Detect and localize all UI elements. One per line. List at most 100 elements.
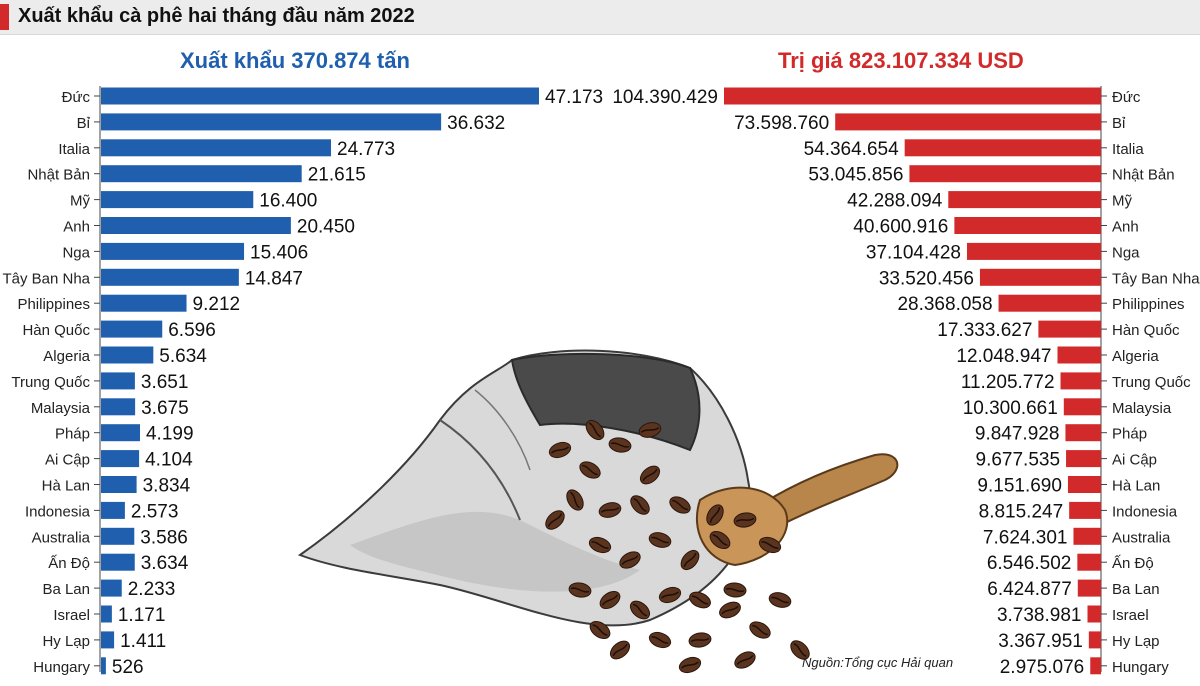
value-category-hy-lap: Hy Lạp	[1112, 633, 1160, 650]
value-category-ba-lan: Ba Lan	[1112, 581, 1160, 598]
coffee-bean	[548, 441, 572, 459]
coffee-bean-crease	[642, 468, 658, 482]
volume-category-indonesia: Indonesia	[25, 503, 91, 520]
coffee-bean-crease	[633, 497, 647, 513]
value-value-algeria: 12.048.947	[956, 346, 1051, 367]
value-bar-han-quoc	[1038, 320, 1101, 338]
value-category-trung-quoc: Trung Quốc	[1112, 374, 1191, 391]
volume-bar-ha-lan	[101, 476, 137, 493]
volume-category-phap: Pháp	[55, 426, 90, 443]
value-category-ai-cap: Ai Cập	[1112, 452, 1157, 469]
coffee-bean-crease	[771, 596, 789, 604]
volume-bar-bi	[101, 113, 442, 131]
volume-value-nhat-ban: 21.615	[308, 165, 366, 186]
coffee-bean	[709, 530, 731, 550]
volume-bar-hungary	[101, 657, 106, 675]
volume-bar-italia	[101, 139, 332, 157]
value-category-duc: Đức	[1112, 89, 1141, 106]
coffee-bean	[568, 582, 592, 598]
coffee-bean	[749, 621, 771, 639]
volume-category-nhat-ban: Nhật Bản	[27, 167, 90, 184]
value-bar-israel	[1087, 605, 1101, 623]
volume-category-an-do: Ấn Độ	[48, 555, 90, 572]
volume-category-duc: Đức	[62, 89, 91, 106]
source-note: Nguồn:Tổng cục Hải quan	[802, 655, 954, 670]
volume-category-italia: Italia	[58, 141, 90, 158]
coffee-bean-crease	[725, 587, 745, 593]
coffee-bean-crease	[735, 517, 755, 523]
volume-value-my: 16.400	[259, 191, 317, 212]
coffee-bean	[669, 496, 691, 514]
value-bar-italia	[904, 139, 1101, 157]
value-category-israel: Israel	[1112, 607, 1149, 624]
value-value-duc: 104.390.429	[612, 87, 718, 108]
value-value-phap: 9.847.928	[975, 424, 1060, 445]
coffee-bean-crease	[582, 464, 598, 476]
coffee-bean	[723, 582, 747, 598]
coffee-bean	[658, 586, 682, 604]
coffee-bean-crease	[793, 642, 807, 658]
volume-bar-anh	[101, 217, 291, 234]
volume-bar-nhat-ban	[101, 165, 302, 183]
value-value-hungary: 2.975.076	[1000, 657, 1085, 678]
volume-category-malaysia: Malaysia	[31, 400, 91, 417]
coffee-bean	[719, 601, 741, 619]
coffee-bean	[648, 631, 672, 649]
value-value-hy-lap: 3.367.951	[998, 631, 1083, 652]
coffee-bean-crease	[712, 534, 728, 546]
value-bars: 104.390.429 Đức 73.598.760 Bỉ 54.364.654 Ital…	[612, 86, 1200, 678]
volume-value-ai-cap: 4.104	[145, 450, 193, 471]
value-bar-indonesia	[1069, 501, 1101, 519]
volume-value-australia: 3.586	[140, 527, 188, 548]
title-bar: Xuất khẩu cà phê hai tháng đầu năm 2022	[0, 0, 1200, 35]
value-bar-nhat-ban	[909, 165, 1101, 183]
value-category-tay-ban-nha: Tây Ban Nha	[1112, 270, 1200, 287]
volume-category-ai-cap: Ai Cập	[45, 452, 90, 469]
value-category-italia: Italia	[1112, 141, 1144, 158]
volume-category-ha-lan: Hà Lan	[42, 478, 90, 495]
value-bar-hungary	[1090, 657, 1101, 675]
coffee-bean-crease	[601, 594, 619, 606]
title-accent-bar	[0, 4, 9, 30]
coffee-bean	[629, 600, 651, 620]
coffee-bean-crease	[547, 513, 563, 527]
volume-category-australia: Australia	[32, 529, 91, 546]
coffee-bean-crease	[570, 587, 590, 593]
coffee-bean-crease	[588, 422, 602, 438]
coffee-beans	[545, 419, 810, 674]
coffee-bean-crease	[761, 541, 779, 549]
value-value-italia: 54.364.654	[804, 139, 900, 160]
value-bar-bi	[835, 113, 1101, 131]
volume-bar-ai-cap	[101, 450, 140, 468]
scoop-handle	[758, 453, 899, 530]
value-bar-ba-lan	[1077, 579, 1101, 597]
volume-value-ba-lan: 2.233	[128, 579, 176, 600]
coffee-bean-crease	[592, 624, 608, 636]
value-category-an-do: Ấn Độ	[1112, 555, 1154, 572]
value-value-ha-lan: 9.151.690	[977, 476, 1062, 497]
value-value-indonesia: 8.815.247	[979, 501, 1064, 522]
page-title: Xuất khẩu cà phê hai tháng đầu năm 2022	[18, 5, 415, 27]
coffee-bean-crease	[612, 643, 628, 657]
coffee-bean-crease	[621, 555, 639, 565]
volume-bar-australia	[101, 527, 135, 545]
value-value-an-do: 6.546.502	[987, 553, 1072, 574]
volume-category-anh: Anh	[63, 219, 90, 236]
coffee-bean	[706, 504, 724, 526]
volume-bar-duc	[101, 87, 539, 105]
coffee-bean	[689, 591, 711, 609]
value-bar-phap	[1065, 424, 1101, 442]
sack-fold	[439, 419, 521, 521]
value-value-israel: 3.738.981	[997, 605, 1082, 626]
volume-category-my: Mỹ	[70, 193, 90, 210]
volume-value-han-quoc: 6.596	[168, 320, 216, 341]
sack-fold-2	[474, 389, 531, 471]
volume-bar-an-do	[101, 553, 135, 571]
coffee-sack-illustration	[297, 349, 899, 674]
value-bar-malaysia	[1063, 398, 1101, 416]
value-category-han-quoc: Hàn Quốc	[1112, 322, 1180, 339]
coffee-bean-crease	[600, 507, 620, 513]
coffee-bean	[734, 651, 756, 669]
volume-value-hy-lap: 1.411	[120, 631, 166, 652]
volume-bar-nga	[101, 242, 245, 260]
